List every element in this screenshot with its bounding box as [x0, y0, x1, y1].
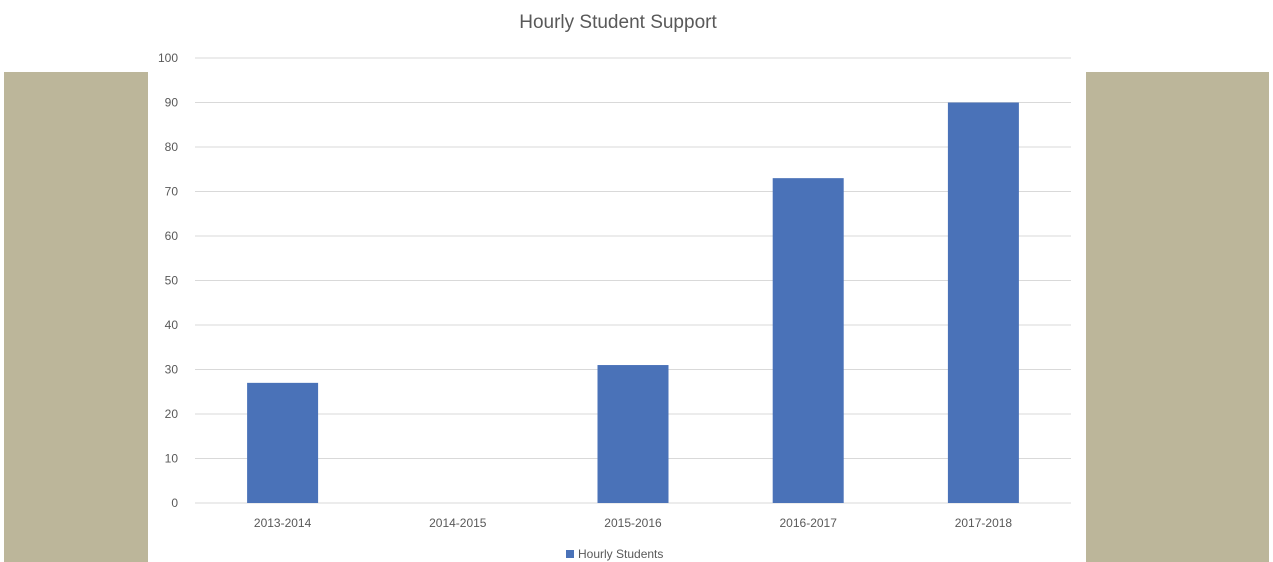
- x-tick-label-2016-2017: 2016-2017: [780, 516, 838, 530]
- y-tick-label-70: 70: [165, 185, 179, 199]
- bar-2013-2014: [247, 382, 319, 503]
- legend-swatch-hourly-students: [566, 550, 574, 558]
- right-side-panel: [1086, 72, 1269, 562]
- x-tick-label-2017-2018: 2017-2018: [955, 516, 1013, 530]
- x-tick-label-2015-2016: 2015-2016: [604, 516, 662, 530]
- y-tick-label-50: 50: [165, 274, 179, 288]
- left-side-panel: [4, 72, 148, 562]
- y-tick-label-10: 10: [165, 452, 179, 466]
- y-tick-label-30: 30: [165, 363, 179, 377]
- x-tick-label-2014-2015: 2014-2015: [429, 516, 487, 530]
- y-tick-label-20: 20: [165, 407, 179, 421]
- bar-2017-2018: [947, 102, 1019, 503]
- y-tick-label-90: 90: [165, 96, 179, 110]
- chart-title: Hourly Student Support: [519, 12, 717, 33]
- y-tick-label-80: 80: [165, 140, 179, 154]
- x-tick-label-2013-2014: 2013-2014: [254, 516, 312, 530]
- bar-2015-2016: [597, 365, 669, 503]
- y-tick-label-60: 60: [165, 229, 179, 243]
- legend-label-hourly-students: Hourly Students: [578, 547, 664, 561]
- y-tick-label-100: 100: [158, 51, 178, 65]
- chart-legend: Hourly Students: [566, 547, 663, 561]
- y-tick-label-0: 0: [171, 496, 178, 510]
- bar-2016-2017: [772, 178, 844, 503]
- y-tick-label-40: 40: [165, 318, 179, 332]
